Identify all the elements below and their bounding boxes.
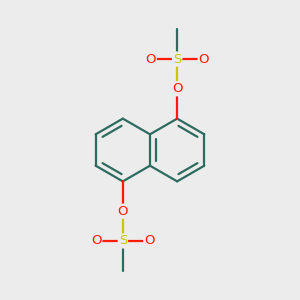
- Text: O: O: [172, 82, 182, 95]
- Text: O: O: [145, 52, 156, 65]
- Text: O: O: [144, 235, 155, 248]
- Text: O: O: [199, 52, 209, 65]
- Text: O: O: [118, 205, 128, 218]
- Text: O: O: [91, 235, 101, 248]
- Text: S: S: [173, 52, 182, 65]
- Text: S: S: [118, 235, 127, 248]
